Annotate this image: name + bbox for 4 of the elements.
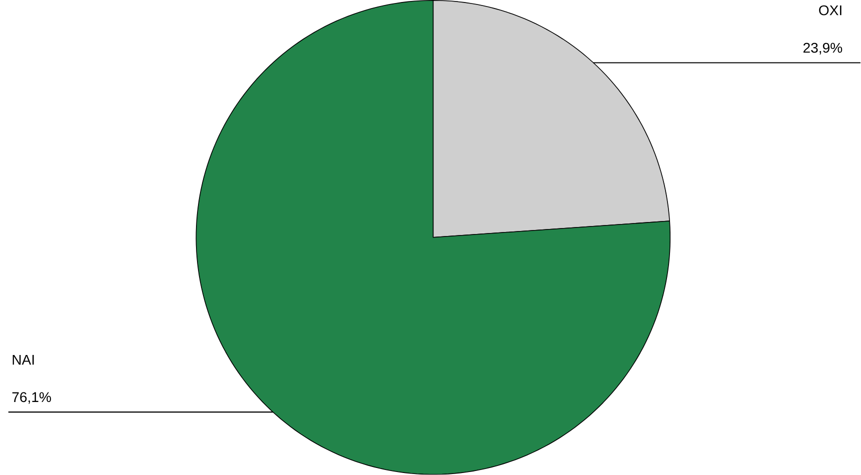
slice-label: OXI [819,5,842,16]
data-label: 76,1% [12,392,51,404]
data-label: 23,9% [803,42,842,55]
slice-label: NAI [12,355,34,365]
